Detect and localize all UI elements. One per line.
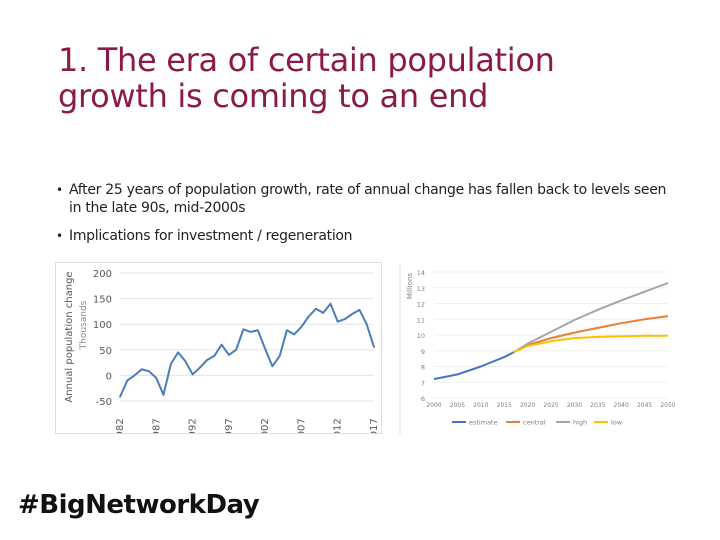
x-tick-label: 2025 [543,402,558,409]
data-point [257,329,259,332]
x-tick-label: 2012 [333,418,344,433]
series-line-high [513,282,669,354]
x-tick-label: 2045 [637,402,652,409]
y-tick-label: 11 [417,316,425,324]
data-point [242,328,245,331]
data-point [191,373,194,376]
y-tick-label: 9 [421,348,425,356]
y-axis-sublabel: Thousands [79,300,89,350]
y-tick-label: 6 [421,395,425,403]
x-tick-label: 2015 [497,402,512,409]
data-point [155,377,158,379]
x-tick-label: 2017 [369,418,380,433]
y-tick-label: 150 [93,295,112,306]
data-point [133,374,136,377]
data-point [148,370,150,373]
data-point [177,351,179,354]
y-tick-label: 12 [417,301,425,309]
data-point [271,365,274,367]
data-point [213,355,216,357]
y-tick-label: 13 [417,285,425,293]
x-tick-label: 1992 [188,418,199,433]
y-tick-label: 100 [93,320,112,331]
data-point [373,346,375,349]
bullet-item: After 25 years of population growth, rat… [56,181,676,217]
x-tick-label: 1997 [224,418,235,433]
annual-change-line [119,302,375,398]
y-tick-label: 200 [93,269,112,280]
y-tick-label: 0 [106,371,112,382]
data-point [322,312,325,314]
data-point [336,320,339,323]
x-tick-label: 1987 [151,418,162,433]
x-tick-label: 2050 [660,402,675,409]
annual-change-chart: 200 150 100 50 0 -50 1982 1987 1992 1997 2002 2007 2… [55,262,382,444]
data-point [199,366,201,369]
data-point [249,331,252,333]
x-tick-label: 2000 [426,402,441,409]
projection-chart: 14 13 12 11 10 9 8 7 6 2000 2005 2010 2015 2020 2025 20… [396,262,678,436]
data-point [206,359,208,361]
data-point [315,308,317,310]
data-point [351,313,354,315]
data-point [329,302,332,305]
data-point [126,379,129,382]
x-tick-label: 2040 [614,402,629,409]
y-tick-label: 10 [417,332,425,340]
data-point [344,318,346,320]
data-point [140,368,143,371]
data-point [358,309,361,311]
data-point [119,396,121,398]
data-point [307,315,310,318]
y-tick-label: -50 [96,397,112,408]
legend-label: central [523,419,546,427]
x-tick-label: 2005 [450,402,465,409]
data-point [365,323,368,325]
data-point [228,354,230,356]
legend-label: high [573,419,587,427]
data-point [220,343,223,346]
y-tick-label: 7 [421,379,425,387]
data-point [162,394,165,396]
x-tick-label: 2007 [296,418,307,433]
data-point [300,325,303,328]
data-point [184,360,187,362]
series-line-central [513,315,669,354]
data-point [235,349,237,351]
x-tick-label: 2035 [590,402,605,409]
slide-title: 1. The era of certain population growth … [58,42,678,114]
legend-label: estimate [469,419,498,427]
bullet-item: Implications for investment / regenerati… [56,227,676,245]
data-point [278,355,281,357]
y-tick-label: 8 [421,364,425,372]
x-tick-label: 1982 [115,418,126,433]
y-tick-label: 14 [417,269,425,277]
series-line-estimate [433,351,515,381]
x-tick-label: 2002 [260,418,271,433]
data-point [170,363,172,365]
y-axis-label: Millions [406,273,414,300]
x-tick-label: 2030 [567,402,582,409]
y-tick-label: 50 [99,346,112,357]
x-tick-label: 2010 [473,402,488,409]
slide-title-line-1: 1. The era of certain population [58,41,555,79]
data-point [286,329,288,332]
data-point [264,347,266,350]
data-point [293,333,295,336]
hashtag: #Big​Network​Day [18,490,260,520]
y-axis-label: Annual population change [64,271,75,402]
bullet-list: After 25 years of population growth, rat… [56,181,676,255]
x-tick-label: 2020 [520,402,535,409]
legend-label: low [611,419,623,427]
slide-title-line-2: growth is coming to an end [58,77,489,115]
series-line-low [513,334,668,354]
